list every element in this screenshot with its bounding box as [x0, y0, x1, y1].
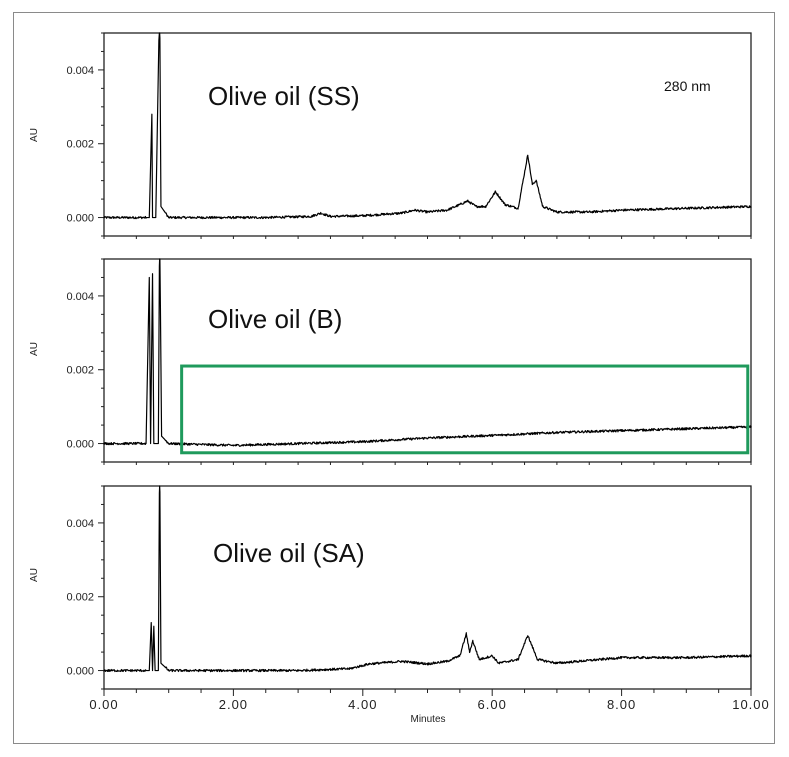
wavelength-annotation: 280 nm — [664, 78, 711, 94]
x-tick-label: 2.00 — [219, 697, 248, 712]
panel-title-ss: Olive oil (SS) — [208, 81, 360, 111]
trace-b — [103, 258, 752, 447]
plot-box-ss — [103, 32, 752, 237]
x-axis-label: Minutes — [410, 714, 445, 725]
trace-ss — [103, 32, 752, 220]
y-tick-label-b: 0.000 — [66, 439, 94, 451]
highlight-box-b — [180, 364, 750, 455]
panel-sa: Olive oil (SA) AU — [29, 538, 365, 582]
y-tick-label-sa: 0.004 — [66, 518, 94, 530]
panel-ss: Olive oil (SS) 280 nm AU — [29, 78, 711, 142]
chart-marks: 0.0000.0020.0040.0000.0020.0040.0000.002… — [66, 32, 770, 712]
x-tick-label: 6.00 — [478, 697, 507, 712]
y-tick-label-sa: 0.002 — [66, 592, 94, 604]
y-tick-label-b: 0.004 — [66, 291, 94, 303]
plot-box-sa — [103, 485, 752, 690]
y-tick-label-ss: 0.004 — [66, 65, 94, 77]
plot-box-b — [103, 258, 752, 463]
y-axis-label-sa: AU — [29, 568, 40, 582]
y-axis-label-b: AU — [29, 342, 40, 356]
y-tick-label-ss: 0.002 — [66, 139, 94, 151]
x-tick-label: 10.00 — [732, 697, 770, 712]
y-tick-label-sa: 0.000 — [66, 666, 94, 678]
trace-sa — [103, 485, 752, 673]
panel-title-b: Olive oil (B) — [208, 304, 342, 334]
figure-frame — [13, 12, 775, 744]
panel-title-sa: Olive oil (SA) — [213, 538, 365, 568]
y-tick-label-b: 0.002 — [66, 365, 94, 377]
panel-b: Olive oil (B) AU — [29, 304, 342, 356]
y-axis-label-ss: AU — [29, 128, 40, 142]
y-tick-label-ss: 0.000 — [66, 213, 94, 225]
x-tick-label: 0.00 — [89, 697, 118, 712]
x-tick-label: 8.00 — [607, 697, 636, 712]
x-tick-label: 4.00 — [348, 697, 377, 712]
